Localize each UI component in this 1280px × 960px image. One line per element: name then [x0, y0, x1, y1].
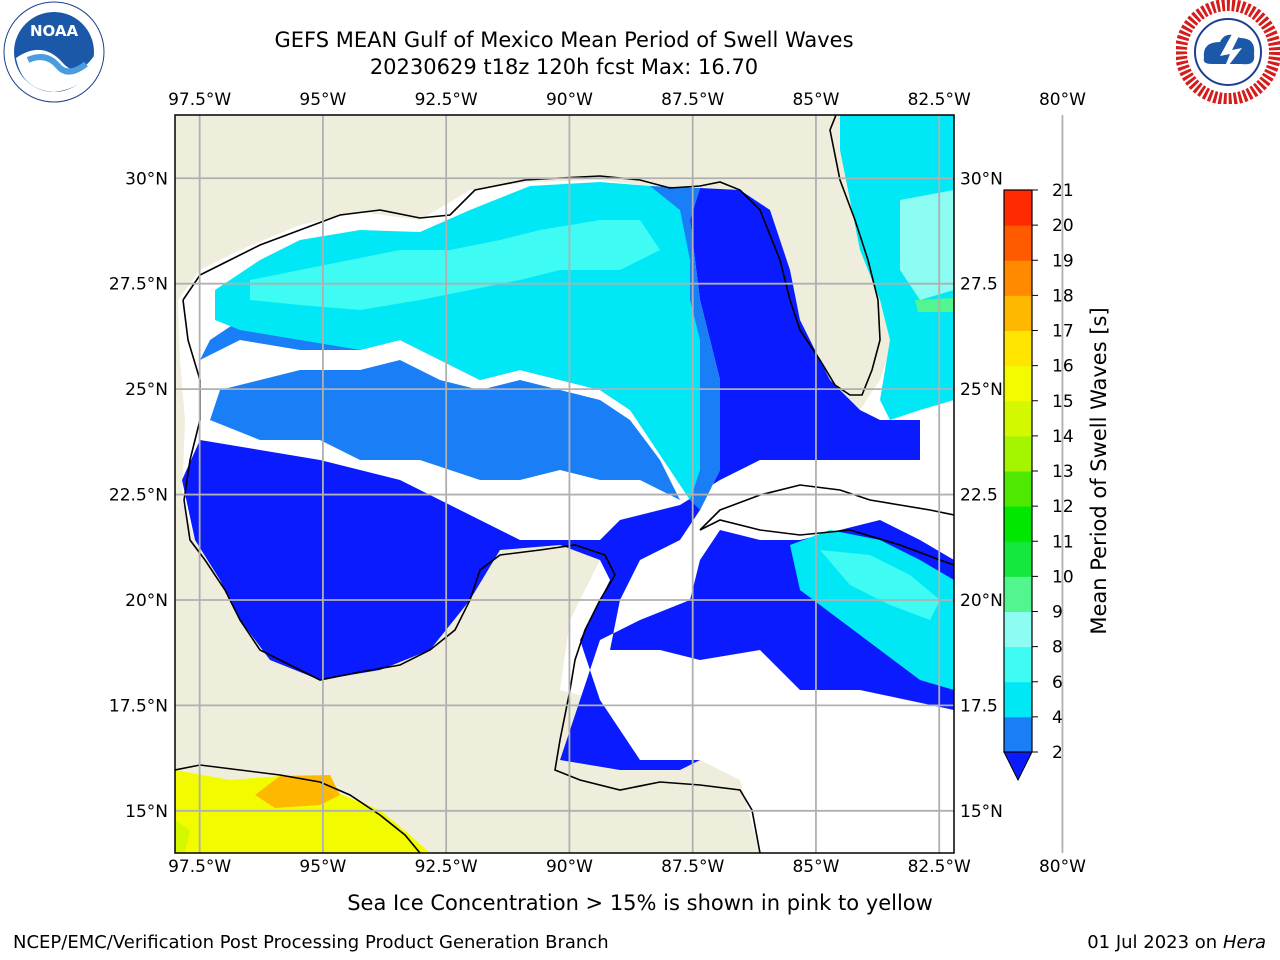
longitude-label: 80°W — [1039, 90, 1086, 110]
longitude-label: 92.5°W — [415, 90, 478, 110]
colorbar-segment — [1004, 716, 1032, 753]
latitude-label: 27.5 — [960, 275, 998, 295]
machine-name: Hera — [1222, 932, 1266, 953]
colorbar-segment — [1004, 506, 1032, 542]
map-title: GEFS MEAN Gulf of Mexico Mean Period of … — [274, 28, 854, 52]
swell-zone-caribbean-6-8 — [820, 550, 940, 620]
map-area — [175, 115, 954, 853]
colorbar-segment — [1004, 225, 1032, 261]
latitude-label: 27.5°N — [109, 275, 168, 295]
colorbar-tick-label: 4 — [1052, 708, 1063, 728]
colorbar-tick-label: 12 — [1052, 497, 1074, 517]
colorbar-tick-label: 8 — [1052, 638, 1063, 658]
colorbar-label: Mean Period of Swell Waves [s] — [1087, 307, 1111, 634]
colorbar-segment — [1004, 190, 1032, 226]
svg-text:NOAA: NOAA — [30, 22, 79, 40]
colorbar-segment — [1004, 471, 1032, 507]
longitude-label: 92.5°W — [415, 857, 478, 877]
noaa-logo: NOAA — [3, 1, 105, 103]
colorbar-extend — [1003, 751, 1033, 782]
colorbar-tick-label: 2 — [1052, 743, 1063, 763]
colorbar-segment — [1004, 365, 1032, 402]
latitude-label: 30°N — [125, 169, 168, 189]
longitude-label: 97.5°W — [168, 857, 231, 877]
colorbar-tick-label: 13 — [1052, 462, 1074, 482]
latitude-label: 25°N — [960, 380, 1003, 400]
run-date: 01 Jul 2023 on Hera — [1087, 932, 1266, 953]
longitude-label: 87.5°W — [661, 90, 724, 110]
longitude-label: 80°W — [1039, 857, 1086, 877]
colorbar-segment — [1004, 611, 1032, 648]
colorbar-tick-label: 18 — [1052, 286, 1074, 306]
longitude-labels-top: 97.5°W 95°W 92.5°W 90°W 87.5°W 85°W 82.5°W 80°W — [168, 90, 1086, 110]
colorbar-segment — [1004, 646, 1032, 683]
map-subtitle: 20230629 t18z 120h fcst Max: 16.70 — [369, 55, 759, 79]
latitude-label: 22.5 — [960, 486, 998, 506]
longitude-label: 82.5°W — [908, 857, 971, 877]
colorbar: 2 4 6 8 9 10 11 12 13 14 15 16 17 18 19 20 21 — [1003, 181, 1074, 782]
colorbar-tick-label: 20 — [1052, 216, 1074, 236]
longitude-label: 95°W — [299, 90, 346, 110]
colorbar-tick-label: 9 — [1052, 603, 1063, 623]
credit-text: NCEP/EMC/Verification Post Processing Pr… — [13, 932, 609, 953]
run-date-text: 01 Jul 2023 on — [1087, 932, 1223, 953]
graticule — [175, 115, 1064, 853]
latitude-labels-right: 30°N 27.5 25°N 22.5 20°N 17.5 15°N — [960, 169, 1003, 822]
colorbar-segment — [1004, 295, 1032, 331]
longitude-label: 90°W — [546, 857, 593, 877]
latitude-label: 15°N — [960, 802, 1003, 822]
colorbar-tick-label: 11 — [1052, 532, 1074, 552]
colorbar-tick-label: 10 — [1052, 567, 1074, 587]
swell-zone-caribbean — [790, 530, 954, 690]
latitude-labels-left: 30°N 27.5°N 25°N 22.5°N 20°N 17.5°N 15°N — [109, 169, 168, 822]
longitude-labels-bottom: 97.5°W 95°W 92.5°W 90°W 87.5°W 85°W 82.5°W 80°W — [168, 857, 1086, 877]
colorbar-segment — [1004, 681, 1032, 718]
colorbar-tick-label: 16 — [1052, 357, 1074, 377]
latitude-label: 22.5°N — [109, 486, 168, 506]
colorbar-segment — [1004, 400, 1032, 437]
colorbar-tick-label: 6 — [1052, 673, 1063, 693]
coastlines — [175, 115, 954, 853]
colorbar-tick-label: 19 — [1052, 251, 1074, 271]
latitude-label: 15°N — [125, 802, 168, 822]
swell-zone-6-8 — [250, 220, 660, 310]
longitude-label: 90°W — [546, 90, 593, 110]
map-frame — [174, 114, 955, 854]
colorbar-segment — [1004, 576, 1032, 612]
swell-zone-atlantic — [840, 115, 954, 420]
swell-zone-atlantic-9-10 — [915, 298, 954, 312]
colorbar-segment — [1004, 541, 1032, 577]
longitude-label: 85°W — [792, 90, 839, 110]
latitude-label: 25°N — [125, 380, 168, 400]
colorbar-tick-label: 21 — [1052, 181, 1074, 201]
colorbar-tick-label: 14 — [1052, 427, 1074, 447]
colorbar-segment — [1004, 435, 1032, 472]
swell-zone-atlantic-8-9 — [900, 190, 954, 300]
longitude-label: 82.5°W — [908, 90, 971, 110]
longitude-label: 85°W — [792, 857, 839, 877]
latitude-label: 20°N — [125, 591, 168, 611]
swell-zone-pacific-16-17 — [255, 775, 340, 808]
swell-zone-pacific-14-15 — [175, 820, 190, 853]
latitude-label: 20°N — [960, 591, 1003, 611]
colorbar-tick-label: 17 — [1052, 322, 1074, 342]
latitude-label: 30°N — [960, 169, 1003, 189]
colorbar-tick-label: 15 — [1052, 392, 1074, 412]
longitude-label: 95°W — [299, 857, 346, 877]
longitude-label: 97.5°W — [168, 90, 231, 110]
swell-zone-dark — [182, 188, 954, 770]
latitude-label: 17.5°N — [109, 696, 168, 716]
sea-ice-note: Sea Ice Concentration > 15% is shown in … — [347, 891, 933, 915]
nws-logo — [1176, 0, 1280, 104]
longitude-label: 87.5°W — [661, 857, 724, 877]
latitude-label: 17.5 — [960, 696, 998, 716]
colorbar-segment — [1004, 260, 1032, 296]
colorbar-segment — [1004, 330, 1032, 367]
